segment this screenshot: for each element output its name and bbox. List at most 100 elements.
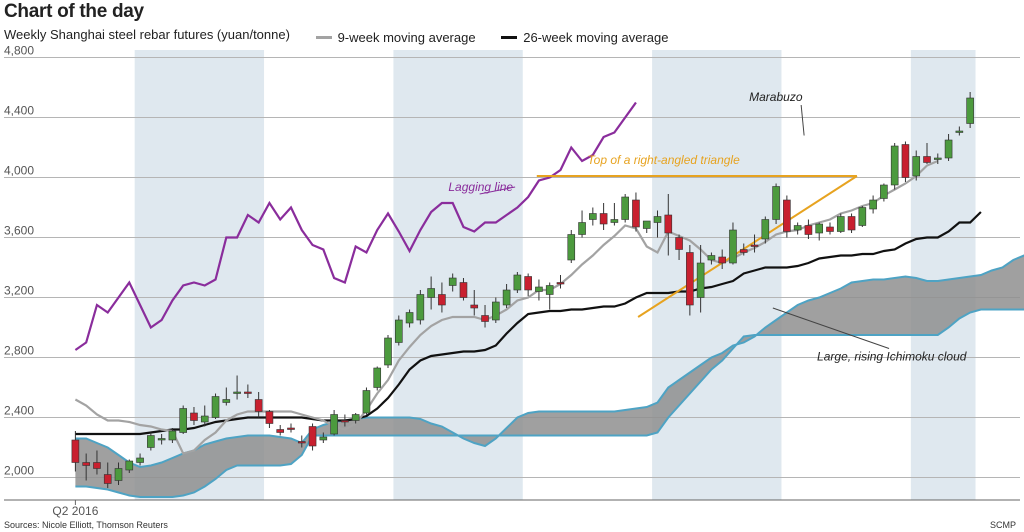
chart-title: Chart of the day bbox=[4, 1, 144, 22]
candle-body bbox=[761, 219, 770, 240]
candle-body bbox=[233, 391, 241, 394]
candle-body bbox=[524, 276, 532, 291]
annotation-leader bbox=[479, 186, 516, 195]
ma9-line bbox=[74, 159, 939, 455]
legend-subtitle: Weekly Shanghai steel rebar futures (yua… bbox=[4, 27, 290, 42]
cloud-upper-line bbox=[75, 254, 1024, 469]
candle-body bbox=[330, 414, 338, 435]
candle-body bbox=[405, 312, 414, 324]
candle-body bbox=[222, 399, 231, 403]
legend-ma9: 9-week moving average bbox=[315, 30, 476, 45]
candle-body bbox=[675, 237, 683, 250]
candle-body bbox=[783, 199, 791, 232]
candle-body bbox=[955, 130, 964, 133]
candle-body bbox=[750, 244, 759, 247]
candle-body bbox=[718, 256, 726, 264]
candle-body bbox=[621, 196, 629, 220]
source-note: Sources: Nicole Elliott, Thomson Reuters bbox=[4, 520, 168, 530]
candle-body bbox=[481, 315, 489, 322]
candle-body bbox=[858, 207, 867, 226]
candle-body bbox=[686, 252, 694, 306]
annotation-leader bbox=[800, 104, 805, 136]
candle-body bbox=[696, 262, 705, 298]
legend: Weekly Shanghai steel rebar futures (yua… bbox=[4, 27, 690, 45]
y-tick-label: 4,400 bbox=[4, 104, 34, 118]
candle-body bbox=[610, 219, 619, 223]
candle-body bbox=[297, 441, 306, 444]
annotation-label: Large, rising Ichimoku cloud bbox=[817, 350, 967, 364]
y-tick-label: 4,800 bbox=[4, 44, 34, 58]
annotation-label: Lagging line bbox=[448, 180, 513, 194]
candle-body bbox=[211, 396, 220, 418]
triangle-base-line bbox=[637, 175, 858, 318]
candle-body bbox=[394, 319, 403, 343]
candle-body bbox=[384, 337, 392, 366]
candle-body bbox=[71, 439, 80, 463]
y-tick-label: 2,400 bbox=[4, 404, 34, 418]
quarter-band bbox=[652, 50, 782, 500]
lagging-line bbox=[74, 101, 637, 351]
candle-body bbox=[890, 145, 899, 186]
candle-body bbox=[793, 225, 802, 231]
legend-ma9-label: 9-week moving average bbox=[337, 30, 476, 45]
candle-body bbox=[459, 282, 468, 298]
candle-body bbox=[556, 282, 565, 285]
candle-body bbox=[847, 216, 856, 231]
candle-body bbox=[923, 156, 931, 163]
candle-body bbox=[114, 468, 123, 481]
candle-body bbox=[707, 255, 716, 261]
candle-body bbox=[136, 457, 144, 463]
candle-body bbox=[341, 420, 349, 423]
candle-body bbox=[589, 213, 597, 220]
y-tick-label: 2,000 bbox=[4, 464, 34, 478]
candle-body bbox=[319, 436, 328, 441]
ma9-swatch bbox=[315, 36, 332, 39]
candle-body bbox=[729, 229, 737, 264]
annotation-leader bbox=[772, 307, 890, 349]
ma26-swatch bbox=[501, 36, 518, 39]
candle-body bbox=[933, 157, 942, 160]
candle-body bbox=[578, 222, 586, 235]
candle-body bbox=[287, 427, 295, 430]
candle-body bbox=[535, 286, 543, 292]
candle-body bbox=[427, 288, 435, 298]
candle-body bbox=[642, 220, 651, 229]
ichimoku-cloud bbox=[75, 255, 1024, 497]
candle-body bbox=[966, 97, 974, 124]
candle-body bbox=[168, 430, 177, 441]
quarter-band bbox=[134, 50, 265, 500]
subtitle-text: Weekly Shanghai steel rebar futures (yua… bbox=[4, 27, 290, 42]
candle-body bbox=[470, 304, 479, 309]
annotation-label: Top of a right-angled triangle bbox=[587, 153, 740, 167]
candle-body bbox=[373, 367, 382, 388]
candle-body bbox=[190, 412, 198, 421]
candle-body bbox=[244, 391, 252, 394]
y-tick-label: 3,200 bbox=[4, 284, 34, 298]
candle-body bbox=[147, 435, 155, 448]
candle-body bbox=[880, 184, 888, 199]
annotation-label: Marabuzo bbox=[749, 90, 803, 104]
candle-body bbox=[836, 216, 845, 232]
candle-body bbox=[502, 289, 511, 306]
candle-body bbox=[351, 414, 360, 421]
candle-body bbox=[438, 294, 446, 306]
candle-body bbox=[739, 249, 748, 253]
candle-body bbox=[653, 216, 662, 223]
candle-body bbox=[869, 199, 877, 210]
candle-body bbox=[362, 390, 371, 414]
candle-body bbox=[599, 213, 608, 225]
candle-body bbox=[632, 199, 640, 228]
candle-body bbox=[772, 186, 780, 220]
candle-body bbox=[492, 301, 500, 321]
y-tick-label: 3,600 bbox=[4, 224, 34, 238]
candle-body bbox=[826, 226, 834, 232]
candle-body bbox=[513, 274, 522, 291]
credit-note: SCMP bbox=[989, 520, 1016, 530]
candle-body bbox=[944, 139, 953, 159]
candle-body bbox=[82, 462, 90, 466]
cloud-lower-line bbox=[75, 308, 1024, 498]
candle-body bbox=[815, 223, 824, 234]
candle-body bbox=[901, 144, 910, 178]
y-tick-label: 2,800 bbox=[4, 344, 34, 358]
